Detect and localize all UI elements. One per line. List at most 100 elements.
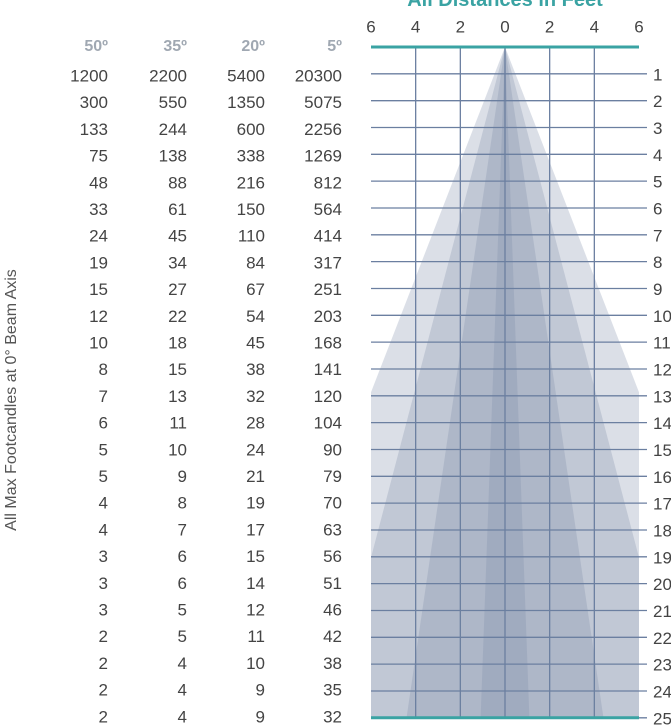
scale-label: 6 (634, 17, 643, 36)
table-cell: 79 (323, 467, 342, 486)
table-cell: 120 (314, 387, 342, 406)
distance-label: 12 (653, 360, 671, 379)
table-cell: 564 (314, 200, 342, 219)
distance-label: 5 (653, 173, 662, 192)
table-cell: 600 (237, 120, 265, 139)
table-cell: 28 (246, 414, 265, 433)
table-cell: 33 (89, 200, 108, 219)
table-cell: 2 (99, 654, 108, 673)
table-cell: 19 (89, 253, 108, 272)
table-cell: 63 (323, 520, 342, 539)
table-cell: 317 (314, 253, 342, 272)
table-cell: 2 (99, 707, 108, 725)
table-cell: 56 (323, 547, 342, 566)
table-cell: 138 (159, 147, 187, 166)
table-cell: 75 (89, 147, 108, 166)
distance-label: 3 (653, 119, 662, 138)
table-cell: 203 (314, 307, 342, 326)
scale-label: 6 (366, 17, 375, 36)
distance-label: 23 (653, 656, 671, 675)
table-cell: 34 (168, 253, 187, 272)
table-cell: 4 (99, 520, 108, 539)
scale-label: 0 (500, 17, 509, 36)
scale-label: 4 (590, 17, 599, 36)
table-cell: 110 (238, 227, 265, 246)
distance-label: 15 (653, 441, 671, 460)
table-cell: 8 (178, 494, 187, 513)
table-cell: 46 (323, 600, 342, 619)
table-cell: 1350 (227, 93, 265, 112)
table-cell: 12 (89, 307, 108, 326)
table-cell: 2256 (304, 120, 342, 139)
scale-label: 2 (545, 17, 554, 36)
table-cell: 5400 (227, 66, 265, 85)
table-cell: 38 (323, 654, 342, 673)
table-cell: 54 (246, 307, 265, 326)
distance-label: 4 (653, 146, 662, 165)
table-cell: 13 (168, 387, 187, 406)
distance-label: 18 (653, 521, 671, 540)
table-cell: 9 (256, 681, 265, 700)
table-cell: 24 (246, 440, 265, 459)
distance-label: 9 (653, 280, 662, 299)
diagram-title: All Distances in Feet (407, 0, 603, 11)
table-cell: 141 (314, 360, 342, 379)
distance-label: 13 (653, 387, 671, 406)
column-header: 5º (327, 38, 342, 55)
table-cell: 8 (99, 360, 108, 379)
table-cell: 51 (323, 574, 342, 593)
table-cell: 10 (168, 440, 187, 459)
distance-label: 20 (653, 575, 671, 594)
table-cell: 2200 (149, 66, 187, 85)
table-cell: 2 (99, 627, 108, 646)
table-cell: 12 (246, 600, 265, 619)
table-cell: 7 (99, 387, 108, 406)
distance-label: 11 (653, 334, 671, 353)
table-cell: 6 (178, 574, 187, 593)
table-cell: 14 (246, 574, 265, 593)
table-cell: 4 (178, 654, 187, 673)
distance-label: 2 (653, 92, 662, 111)
distance-label: 6 (653, 199, 662, 218)
table-cell: 6 (99, 414, 108, 433)
table-cell: 90 (323, 440, 342, 459)
table-cell: 5 (178, 600, 187, 619)
table-cell: 133 (80, 120, 108, 139)
distance-label: 21 (653, 602, 671, 621)
table-cell: 216 (237, 173, 265, 192)
table-cell: 414 (314, 227, 342, 246)
table-cell: 15 (89, 280, 108, 299)
distance-label: 14 (653, 414, 671, 433)
table-cell: 88 (168, 173, 187, 192)
scale-label: 2 (456, 17, 465, 36)
table-cell: 6 (178, 547, 187, 566)
table-cell: 11 (247, 627, 265, 646)
table-cell: 35 (323, 681, 342, 700)
table-cell: 1269 (304, 147, 342, 166)
column-header: 50º (84, 38, 108, 55)
table-cell: 32 (323, 707, 342, 725)
table-cell: 4 (178, 681, 187, 700)
table-cell: 300 (80, 93, 108, 112)
table-cell: 45 (168, 227, 187, 246)
column-header: 20º (241, 38, 265, 55)
distance-label: 7 (653, 226, 662, 245)
table-cell: 27 (168, 280, 187, 299)
table-cell: 104 (314, 414, 342, 433)
distance-label: 16 (653, 468, 671, 487)
table-cell: 1200 (70, 66, 108, 85)
table-cell: 42 (323, 627, 342, 646)
table-cell: 61 (168, 200, 187, 219)
table-cell: 7 (178, 520, 187, 539)
table-cell: 84 (246, 253, 265, 272)
table-cell: 20300 (295, 66, 342, 85)
table-cell: 5 (178, 627, 187, 646)
distance-label: 25 (653, 709, 671, 725)
distance-label: 8 (653, 253, 662, 272)
table-cell: 45 (246, 333, 265, 352)
distance-label: 22 (653, 629, 671, 648)
table-cell: 19 (246, 494, 265, 513)
side-label: All Max Footcandles at 0° Beam Axis (3, 269, 20, 531)
table-cell: 24 (89, 227, 108, 246)
table-cell: 5 (99, 467, 108, 486)
